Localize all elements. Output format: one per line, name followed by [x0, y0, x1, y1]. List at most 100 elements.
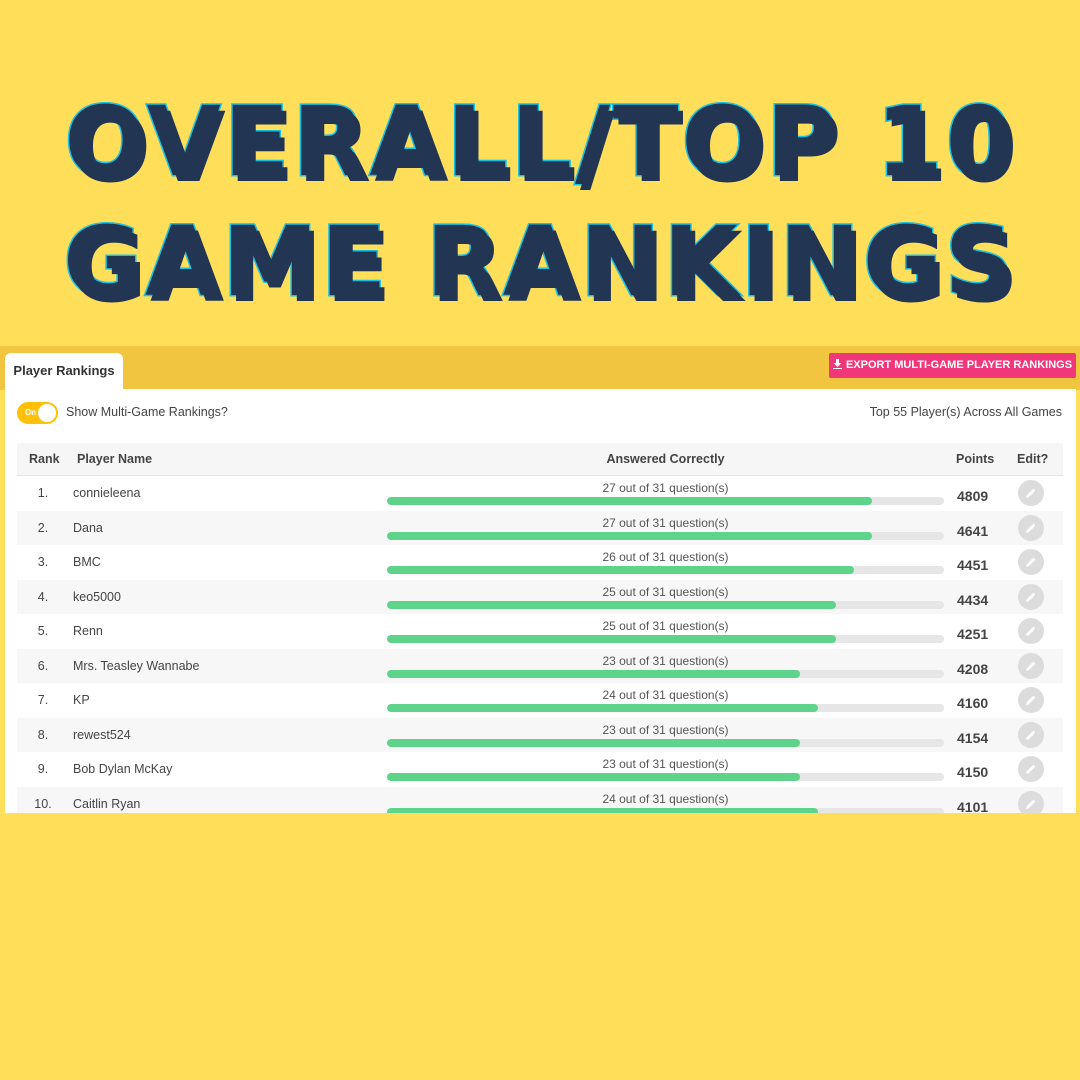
- player-name-cell: Dana: [73, 520, 103, 535]
- rank-cell: 4.: [37, 589, 49, 604]
- pencil-icon: [1026, 661, 1036, 671]
- table-row: 5. Renn 25 out of 31 question(s) 4251: [17, 614, 1063, 649]
- pencil-icon: [1026, 557, 1036, 567]
- column-header-player-name[interactable]: Player Name: [77, 452, 153, 466]
- answered-progress-bar: [387, 704, 944, 712]
- answered-progress-fill: [387, 566, 855, 574]
- points-cell: 4251: [957, 626, 989, 642]
- player-name-cell: BMC: [73, 555, 101, 569]
- headline-line-2: GAME RANKINGS: [62, 205, 1017, 320]
- rank-cell: 10.: [34, 796, 52, 811]
- answered-progress-fill: [387, 773, 801, 781]
- toggle-label: Show Multi-Game Rankings?: [66, 405, 228, 419]
- table-header: Rank Player Name Answered Correctly Poin…: [17, 443, 1063, 476]
- player-name-cell: KP: [73, 693, 90, 707]
- table-row: 2. Dana 27 out of 31 question(s) 4641: [17, 510, 1063, 545]
- answered-progress-bar: [387, 531, 944, 540]
- answered-progress-fill: [387, 600, 837, 609]
- answered-progress-bar: [387, 773, 944, 781]
- table-row: 8. rewest524 23 out of 31 question(s) 4154: [17, 717, 1063, 752]
- answered-progress-bar: [387, 497, 944, 505]
- pencil-icon: [1026, 626, 1036, 636]
- points-cell: 4150: [957, 764, 989, 780]
- column-header-rank[interactable]: Rank: [29, 452, 60, 466]
- toggle-knob: [38, 404, 56, 422]
- rank-cell: 8.: [37, 727, 49, 742]
- points-cell: 4154: [957, 729, 989, 746]
- table-row: 9. Bob Dylan McKay 23 out of 31 question(s…: [17, 752, 1063, 787]
- answered-progress-bar: [387, 738, 944, 747]
- edit-button[interactable]: [1018, 687, 1044, 713]
- rankings-table-body: 1. connieleena 27 out of 31 question(s) 480…: [17, 476, 1063, 813]
- rank-cell: 2.: [37, 520, 49, 535]
- answered-progress-fill: [387, 531, 873, 540]
- answered-progress-fill: [387, 669, 801, 678]
- points-cell: 4641: [957, 522, 989, 539]
- rank-cell: 6.: [37, 658, 49, 673]
- player-name-cell: Bob Dylan McKay: [73, 762, 173, 776]
- rank-cell: 1.: [37, 486, 49, 500]
- points-cell: 4160: [957, 695, 989, 711]
- points-cell: 4809: [957, 488, 989, 504]
- answered-correctly-text: 27 out of 31 question(s): [602, 481, 729, 495]
- answered-progress-bar: [387, 635, 944, 643]
- answered-correctly-text: 26 out of 31 question(s): [602, 550, 729, 564]
- answered-progress-fill: [387, 635, 837, 643]
- column-header-edit: Edit?: [1017, 452, 1049, 466]
- rank-cell: 7.: [37, 693, 49, 707]
- table-row: 4. keo5000 25 out of 31 question(s) 4434: [17, 579, 1063, 614]
- column-header-points[interactable]: Points: [956, 452, 995, 466]
- points-cell: 4101: [957, 798, 989, 814]
- answered-correctly-text: 25 out of 31 question(s): [602, 619, 729, 633]
- answered-correctly-text: 27 out of 31 question(s): [602, 515, 729, 530]
- answered-correctly-text: 25 out of 31 question(s): [602, 584, 729, 599]
- pencil-icon: [1026, 764, 1036, 774]
- player-name-cell: Caitlin Ryan: [73, 796, 141, 811]
- answered-progress-fill: [387, 807, 819, 813]
- table-row: 7. KP 24 out of 31 question(s) 4160: [17, 683, 1063, 718]
- pencil-icon: [1026, 695, 1036, 705]
- answered-progress-fill: [387, 704, 819, 712]
- player-name-cell: Renn: [73, 624, 103, 638]
- multi-game-toggle[interactable]: On: [17, 402, 58, 424]
- answered-correctly-text: 24 out of 31 question(s): [602, 791, 729, 806]
- answered-progress-bar: [387, 566, 944, 574]
- edit-button[interactable]: [1018, 790, 1044, 813]
- edit-button[interactable]: [1018, 721, 1044, 748]
- answered-correctly-text: 24 out of 31 question(s): [602, 688, 729, 702]
- edit-button[interactable]: [1018, 618, 1044, 644]
- headline-line-1: OVERALL/TOP 10: [63, 85, 1016, 200]
- points-cell: 4451: [957, 557, 989, 573]
- player-name-cell: Mrs. Teasley Wannabe: [73, 658, 200, 673]
- player-name-cell: keo5000: [73, 589, 121, 604]
- players-summary: Top 55 Player(s) Across All Games: [869, 405, 1062, 419]
- points-cell: 4208: [957, 660, 989, 677]
- table-row: 10. Caitlin Ryan 24 out of 31 question(s) 4…: [17, 786, 1063, 814]
- download-icon: [832, 353, 842, 378]
- edit-button[interactable]: [1018, 549, 1044, 575]
- pencil-icon: [1026, 730, 1036, 740]
- pencil-icon: [1026, 592, 1036, 602]
- export-rankings-button[interactable]: EXPORT MULTI-GAME PLAYER RANKINGS: [829, 353, 1076, 378]
- answered-progress-bar: [387, 807, 944, 813]
- answered-progress-bar: [387, 600, 944, 609]
- answered-correctly-text: 23 out of 31 question(s): [602, 653, 729, 668]
- rank-cell: 9.: [37, 762, 49, 776]
- edit-button[interactable]: [1018, 652, 1044, 679]
- pencil-icon: [1026, 523, 1036, 533]
- points-cell: 4434: [957, 591, 989, 608]
- answered-progress-bar: [387, 669, 944, 678]
- pencil-icon: [1026, 488, 1036, 498]
- edit-button[interactable]: [1018, 583, 1044, 610]
- rankings-panel: On Show Multi-Game Rankings? Top 55 Play…: [5, 389, 1076, 813]
- edit-button[interactable]: [1018, 756, 1044, 782]
- edit-button[interactable]: [1018, 514, 1044, 541]
- edit-button[interactable]: [1018, 480, 1044, 506]
- table-row: 6. Mrs. Teasley Wannabe 23 out of 31 quest…: [17, 648, 1063, 683]
- tab-player-rankings[interactable]: Player Rankings: [5, 353, 123, 389]
- answered-correctly-text: 23 out of 31 question(s): [602, 722, 729, 737]
- column-header-answered[interactable]: Answered Correctly: [606, 452, 725, 466]
- player-name-cell: connieleena: [73, 486, 141, 500]
- page-headline: OVERALL/TOP 10 GAME RANKINGS: [0, 82, 1080, 322]
- table-row: 3. BMC 26 out of 31 question(s) 4451: [17, 545, 1063, 580]
